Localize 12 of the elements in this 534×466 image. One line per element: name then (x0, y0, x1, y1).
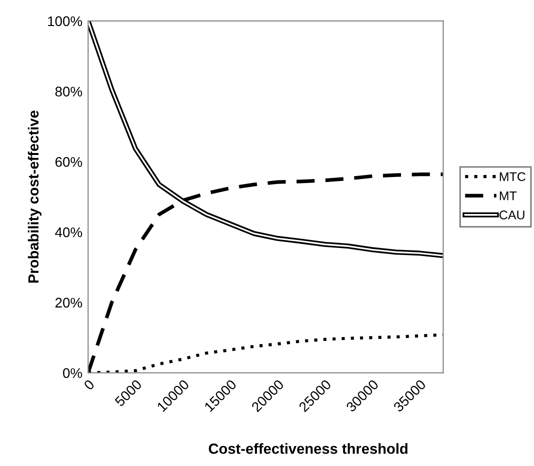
x-axis-title: Cost-effectiveness threshold (208, 443, 408, 454)
x-tick-label: 0 (83, 379, 95, 391)
y-tick-label: 0% (63, 368, 82, 378)
legend-label: MT (500, 192, 517, 200)
y-tick-label: 100% (48, 16, 82, 26)
legend-label: MTC (500, 172, 526, 182)
y-axis-title: Probability cost-effective (28, 110, 42, 283)
y-tick-label: 80% (55, 86, 82, 97)
y-tick-label: 40% (55, 227, 82, 238)
y-tick-label: 60% (55, 157, 82, 167)
legend-label: CAU (500, 210, 524, 220)
y-tick-label: 20% (55, 298, 82, 308)
